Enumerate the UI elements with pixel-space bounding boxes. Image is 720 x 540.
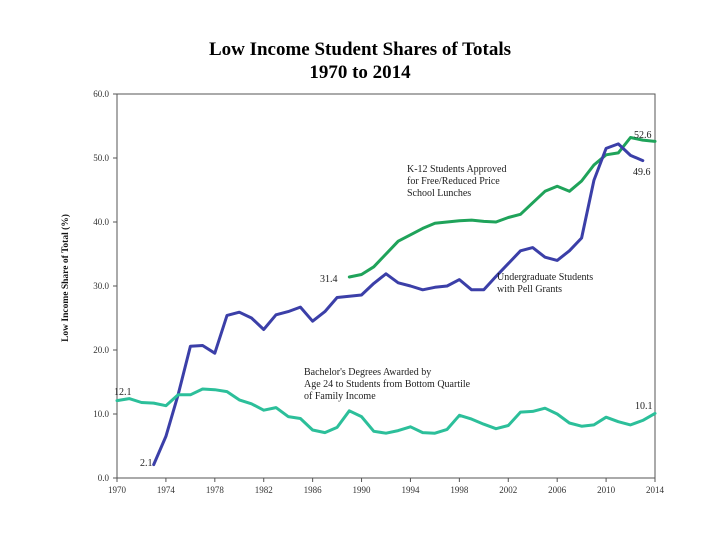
chart-title: Low Income Student Shares of Totals (208, 39, 512, 60)
x-tick-label: 2006 (548, 485, 567, 495)
label-k12-lunches: for Free/Reduced Price (407, 176, 500, 187)
x-tick-label: 1978 (206, 485, 225, 495)
bachelors-start-value-label: 12.1 (114, 387, 132, 398)
y-tick-label: 60.0 (93, 89, 109, 99)
plot-frame (116, 93, 656, 479)
pell-end-value-label: 49.6 (633, 167, 651, 178)
x-tick-label: 1970 (108, 485, 127, 495)
x-tick-label: 1986 (304, 485, 323, 495)
x-tick-label: 1998 (450, 485, 469, 495)
bachelors-end-value-label: 10.1 (635, 401, 653, 412)
chart-subtitle: 1970 to 2014 (309, 62, 411, 83)
y-tick-label: 40.0 (93, 217, 109, 227)
label-k12-lunches: School Lunches (407, 188, 471, 199)
series-line-bachelors-degrees (115, 387, 657, 435)
y-axis-label: Low Income Share of Total (%) (60, 214, 71, 342)
k12-end-value-label: 52.6 (634, 130, 652, 141)
label-bachelors-degrees: of Family Income (304, 391, 376, 402)
x-tick-label: 1990 (353, 485, 372, 495)
series-line-pell-grants (152, 142, 645, 467)
y-tick-label: 10.0 (93, 409, 109, 419)
x-tick-label: 2010 (597, 485, 616, 495)
x-tick-label: 2014 (646, 485, 665, 495)
y-tick-label: 20.0 (93, 345, 109, 355)
chart-title-block: Low Income Student Shares of Totals 1970… (0, 38, 720, 84)
label-bachelors-degrees: Bachelor's Degrees Awarded by (304, 367, 431, 378)
label-pell-grants: Undergraduate Students (497, 272, 593, 283)
y-tick-label: 50.0 (93, 153, 109, 163)
series-line-k12-lunches (347, 136, 657, 279)
label-k12-lunches: K-12 Students Approved (407, 164, 506, 175)
pell-start-value-label: 2.1 (140, 458, 153, 469)
label-bachelors-degrees: Age 24 to Students from Bottom Quartile (304, 379, 471, 390)
x-tick-label: 1994 (401, 485, 420, 495)
x-tick-label: 1982 (255, 485, 273, 495)
x-tick-label: 1974 (157, 485, 176, 495)
label-pell-grants: with Pell Grants (497, 284, 562, 295)
y-tick-label: 30.0 (93, 281, 109, 291)
k12-start-value-label: 31.4 (320, 274, 338, 285)
x-tick-label: 2002 (499, 485, 517, 495)
y-tick-label: 0.0 (98, 473, 110, 483)
